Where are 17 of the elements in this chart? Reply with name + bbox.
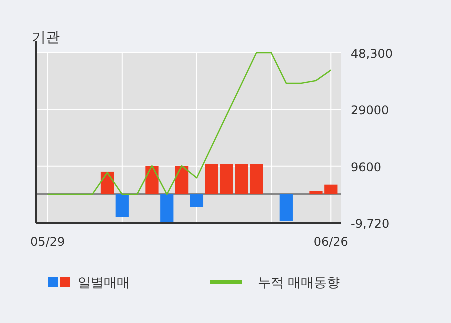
bar	[175, 166, 189, 195]
y-tick-label: 9600	[351, 160, 382, 174]
bar	[116, 194, 129, 218]
legend-label: 누적 매매동향	[258, 276, 340, 291]
y-tick-label: -9,720	[351, 217, 390, 231]
x-tick-label: 05/29	[30, 235, 66, 249]
chart-title: 기관	[32, 30, 60, 46]
bar	[190, 194, 204, 208]
y-tick-label: 48,300	[351, 47, 393, 61]
bar	[160, 194, 174, 223]
bar	[250, 164, 264, 195]
y-tick-label: 29000	[351, 104, 390, 118]
bar	[146, 166, 159, 195]
bar	[280, 194, 293, 222]
legend-label: 일별매매	[78, 276, 130, 291]
x-tick-label: 06/26	[314, 235, 348, 249]
line-series	[47, 52, 332, 196]
